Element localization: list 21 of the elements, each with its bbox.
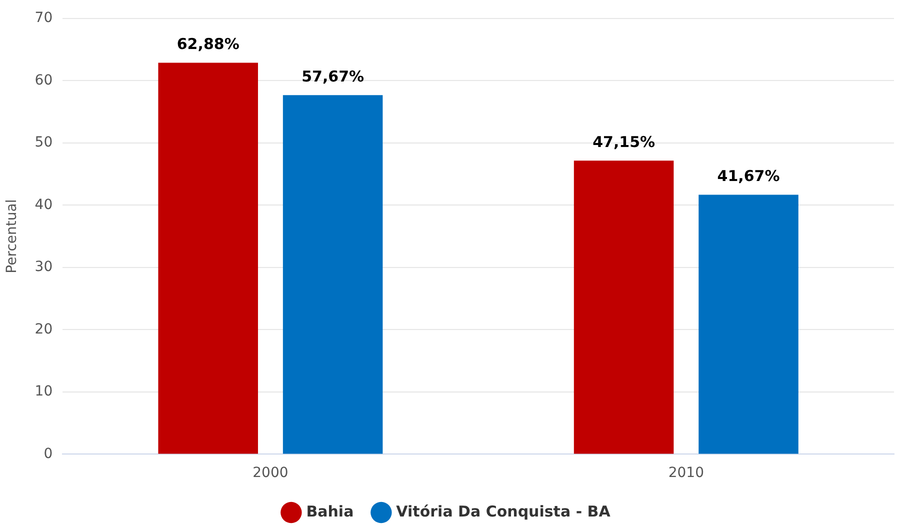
x-tick-label: 2010 (668, 465, 704, 482)
y-tick-label: 30 (34, 259, 53, 276)
legend-label: Bahia (306, 502, 354, 520)
bar (158, 62, 258, 454)
legend-label: Vitória Da Conquista - BA (396, 502, 611, 520)
y-tick-label: 20 (34, 321, 53, 338)
y-tick-label: 0 (44, 446, 53, 462)
y-tick-label: 50 (34, 134, 53, 151)
bar (282, 95, 383, 454)
x-tick-label: 2000 (252, 465, 288, 482)
data-label: 57,67% (302, 68, 364, 86)
y-tick-label: 60 (34, 72, 53, 88)
y-tick-label: 10 (34, 384, 53, 400)
bar (574, 160, 674, 454)
y-tick-label: 70 (34, 10, 53, 26)
data-label: 41,67% (717, 167, 780, 186)
data-label: 47,15% (592, 133, 656, 152)
y-axis-title: Percentual (4, 199, 20, 274)
bar (698, 194, 798, 454)
data-label: 62,88% (176, 35, 240, 54)
y-tick-label: 40 (34, 196, 53, 213)
